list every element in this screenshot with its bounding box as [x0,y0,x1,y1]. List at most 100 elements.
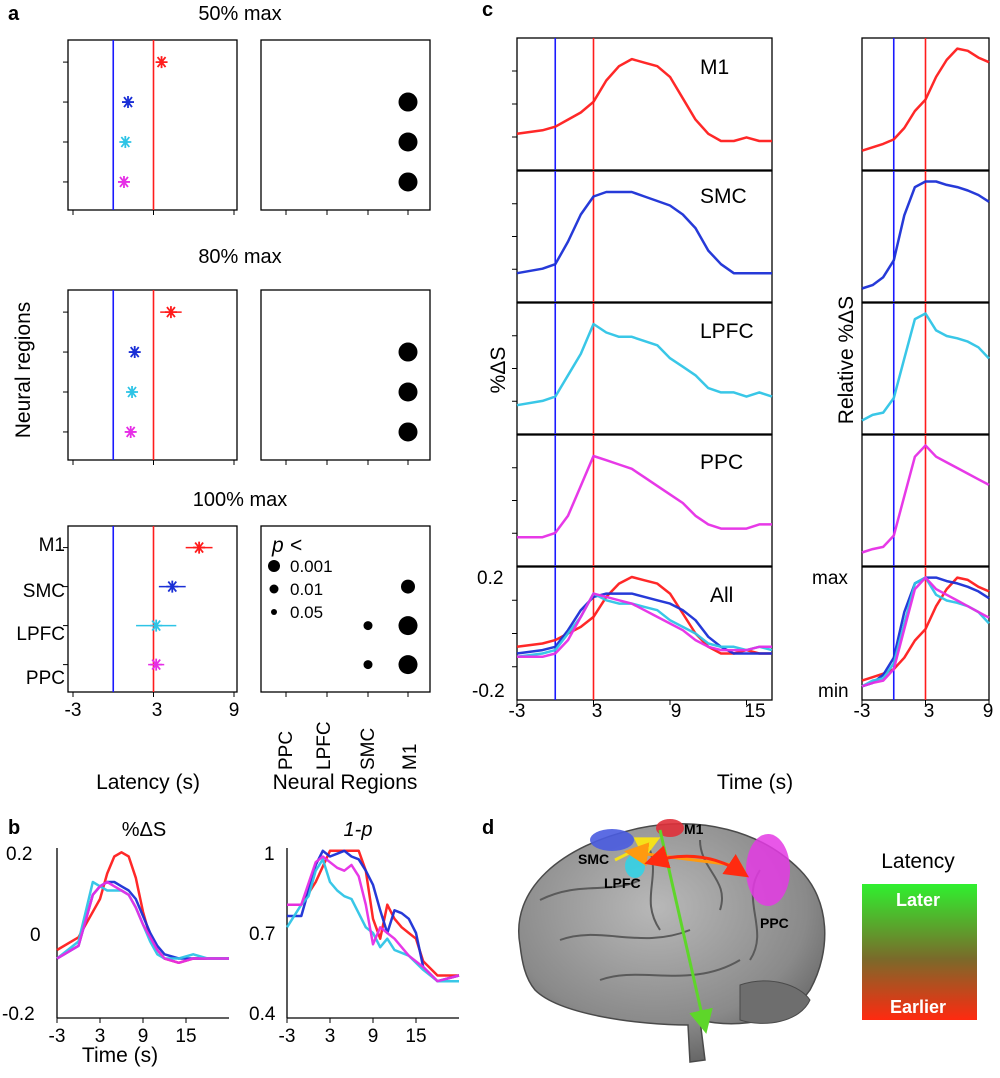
c-right-ylabel: Relative %ΔS [835,296,858,424]
c-left-xtick-neg3: -3 [509,701,526,722]
sig-dot-m1-ppc [398,172,418,192]
c-left-xtick-15: 15 [744,701,765,722]
b-left-ytick-neg02: -0.2 [2,1004,35,1025]
c-row-label-all: All [710,584,733,607]
region-label-ppc: PPC [26,668,65,689]
latency-marker-ppc [124,425,137,438]
latency-marker-lpfc [119,136,132,148]
c-left-line-smc [516,190,772,275]
b-xtick-label: -3 [279,1026,296,1047]
latency-xtick-neg3: -3 [65,700,82,721]
regions-xlabel: Neural Regions [273,771,418,794]
latency-marker-lpfc [126,386,139,398]
latency-xlabel: Latency (s) [96,771,200,794]
legend-dot-0001 [268,560,280,572]
b-left-ytick-02: 0.2 [6,844,32,865]
latency-marker-ppc [150,658,163,671]
b-xtick-label: 9 [138,1026,149,1047]
c-right-line-ppc [861,576,990,688]
legend-dot-005 [271,609,277,615]
b-xtick-label: 15 [175,1026,196,1047]
legend-level-001: 0.01 [290,580,323,599]
latency-xtick-9: 9 [229,700,240,721]
b-line-ppc [56,880,229,965]
panel-d-label: d [482,817,494,839]
c-xlabel: Time (s) [717,771,793,794]
region-xtick-m1: M1 [400,744,421,770]
ppc-region [746,834,790,906]
c-left-xtick-3: 3 [592,701,603,722]
brain-label-lpfc: LPFC [604,875,641,891]
c-left-line-lpfc [516,592,773,659]
latency-frame [67,39,238,211]
panel-a-significance-plots [260,39,431,697]
latency-marker-m1 [193,541,206,554]
region-label-lpfc: LPFC [16,624,65,645]
sig-dot-smc-lpfc [363,621,373,631]
panel-a-title-100: 100% max [193,489,288,511]
c-left-xtick-9: 9 [671,701,682,722]
c-left-line-ppc [517,454,772,539]
c-right-xtick-neg3: -3 [854,701,871,722]
c-left-ytick-02: 0.2 [477,568,503,589]
panel-b-plots: -3 3 9 15 -3 3 9 15 [49,848,460,1047]
region-label-smc: SMC [23,581,65,602]
panel-c-label: c [482,0,493,21]
c-row-label-smc: SMC [700,185,747,208]
sig-dot-m1-smc [398,342,418,362]
c-right-xtick-3: 3 [924,701,935,722]
red-arrow [644,845,749,878]
panel-c-plots [512,37,990,705]
sig-dot-m1-lpfc [398,382,418,402]
latency-marker-smc [122,96,135,109]
sig-dot-m1-smc [398,92,418,112]
legend-lt: < [290,534,302,557]
panel-a-title-50: 50% max [198,3,281,25]
b-xtick-label: -3 [49,1026,66,1047]
c-row-label-ppc: PPC [700,451,743,474]
c-row-label-m1: M1 [700,56,729,79]
panel-b-title-right: 1-p [344,819,373,841]
c-left-ylabel: %ΔS [487,347,510,394]
cerebellum-shape [739,980,811,1024]
c-right-line-ppc [861,444,990,554]
region-xtick-lpfc: LPFC [314,721,335,770]
panel-a-latency-plots [63,39,238,697]
brain-label-ppc: PPC [760,915,789,931]
legend-p: p [271,534,284,557]
sig-dot-m1-lpfc [398,132,418,152]
b-xtick-label: 3 [95,1026,106,1047]
panel-a-ylabel: Neural regions [12,302,35,439]
b-xlabel: Time (s) [82,1044,158,1067]
region-label-m1: M1 [39,535,65,556]
b-right-ytick-04: 0.4 [249,1004,276,1025]
b-line-lpfc [56,880,229,960]
brain-label-m1: M1 [684,821,704,837]
c-left-line-m1 [516,57,772,143]
panel-b-label: b [8,817,20,839]
latency-marker-lpfc [150,619,163,632]
legend-level-005: 0.05 [290,603,323,622]
b-xtick-label: 3 [325,1026,336,1047]
brain-label-smc: SMC [578,851,609,867]
b-line-smc [287,849,460,983]
c-right-line-smc [861,180,990,290]
latency-xtick-3: 3 [152,700,163,721]
c-right-ytick-max: max [812,568,848,589]
c-row-label-lpfc: LPFC [700,320,754,343]
panel-a-title-80: 80% max [198,246,281,268]
regions-frame [260,525,431,693]
latency-marker-ppc [117,175,130,188]
regions-frame [260,39,431,211]
b-left-ytick-0: 0 [30,925,41,946]
b-xtick-label: 15 [405,1026,426,1047]
c-right-xtick-9: 9 [983,701,994,722]
region-xtick-smc: SMC [358,728,379,770]
brain-illustration: M1 SMC LPFC PPC [518,819,826,1063]
latency-marker-m1 [164,306,177,319]
c-right-line-m1 [861,47,990,152]
smc-region [590,829,634,851]
latency-marker-smc [166,580,179,593]
c-left-line-lpfc [516,322,773,407]
b-xtick-label: 9 [368,1026,379,1047]
